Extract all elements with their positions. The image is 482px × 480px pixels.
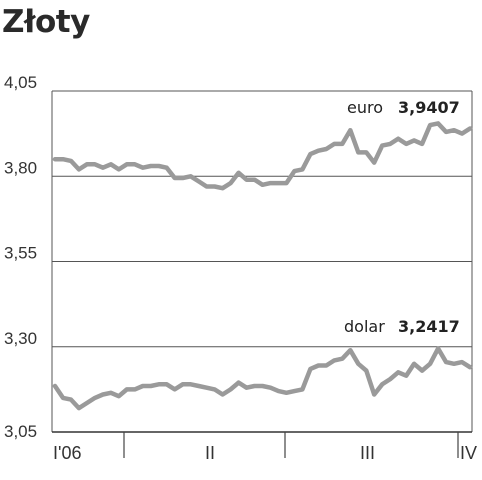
series-lines <box>52 121 473 411</box>
x-tick-label: IV <box>460 443 477 463</box>
y-tick-label: 3,55 <box>4 244 37 263</box>
axes <box>51 90 473 458</box>
chart-title: Złoty <box>2 4 90 40</box>
series-line-euro <box>52 121 473 191</box>
series-line-dolar <box>52 346 473 411</box>
series-value-label: 3,2417 <box>398 317 460 336</box>
gridlines <box>52 175 472 348</box>
x-tick-label: II <box>205 443 215 463</box>
y-tick-label: 3,80 <box>4 158 37 177</box>
series-value-label: 3,9407 <box>398 98 460 117</box>
series-name-label: dolar <box>344 317 385 336</box>
y-tick-label: 4,05 <box>4 73 37 92</box>
series-name-label: euro <box>347 98 383 117</box>
y-tick-label: 3,05 <box>4 422 37 441</box>
x-tick-label: I'06 <box>53 443 81 463</box>
y-tick-label: 3,30 <box>4 329 37 348</box>
x-tick-label: III <box>360 443 375 463</box>
